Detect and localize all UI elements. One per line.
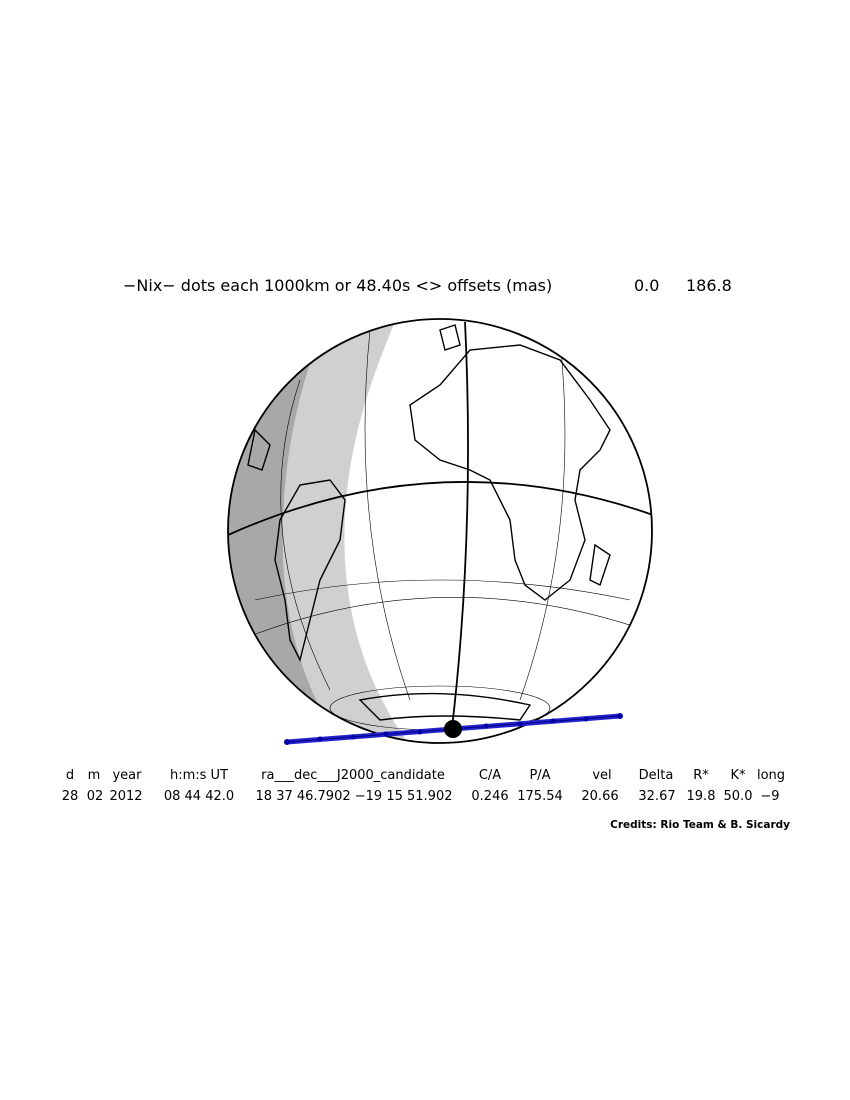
column-value: 28 — [62, 789, 79, 804]
column-value: 0.246 — [471, 789, 508, 804]
column-value: 50.0 — [724, 789, 753, 804]
column-header: year — [112, 768, 142, 783]
column-header: R* — [693, 768, 709, 783]
path-dots — [284, 713, 623, 745]
column-value: 20.66 — [581, 789, 618, 804]
graticule — [239, 329, 646, 731]
column-value: 08 44 42.0 — [164, 789, 234, 804]
column-value: 02 — [87, 789, 104, 804]
column-value: 19.8 — [687, 789, 716, 804]
central-meridian — [451, 321, 469, 729]
column-value: 175.54 — [517, 789, 563, 804]
column-header: long — [757, 768, 785, 783]
column-header: m — [88, 768, 101, 783]
column-header: K* — [730, 768, 746, 783]
column-header: vel — [592, 768, 611, 783]
column-header: d — [66, 768, 74, 783]
column-value: 32.67 — [638, 789, 675, 804]
shadow-path — [284, 713, 623, 745]
column-header: P/A — [529, 768, 550, 783]
closest-approach — [444, 720, 462, 738]
column-value: 2012 — [109, 789, 142, 804]
column-header: ra___dec___J2000_candidate — [261, 768, 445, 783]
info-table: d m year h:m:s UT ra___dec___J2000_candidate… — [62, 768, 785, 804]
globe — [228, 319, 652, 743]
equator — [228, 481, 652, 536]
offset-x: 0.0 — [634, 276, 659, 295]
globe-outline — [227, 318, 653, 744]
credits: Credits: Rio Team & B. Sicardy — [610, 819, 790, 831]
continents — [247, 324, 611, 721]
column-value: 18 37 46.7902 −19 15 51.902 — [256, 789, 453, 804]
column-header: C/A — [479, 768, 501, 783]
column-header: h:m:s UT — [170, 768, 228, 783]
column-value: −9 — [760, 789, 779, 804]
title: −Nix− dots each 1000km or 48.40s <> offs… — [123, 276, 552, 295]
column-header: Delta — [639, 768, 674, 783]
offset-y: 186.8 — [686, 276, 732, 295]
